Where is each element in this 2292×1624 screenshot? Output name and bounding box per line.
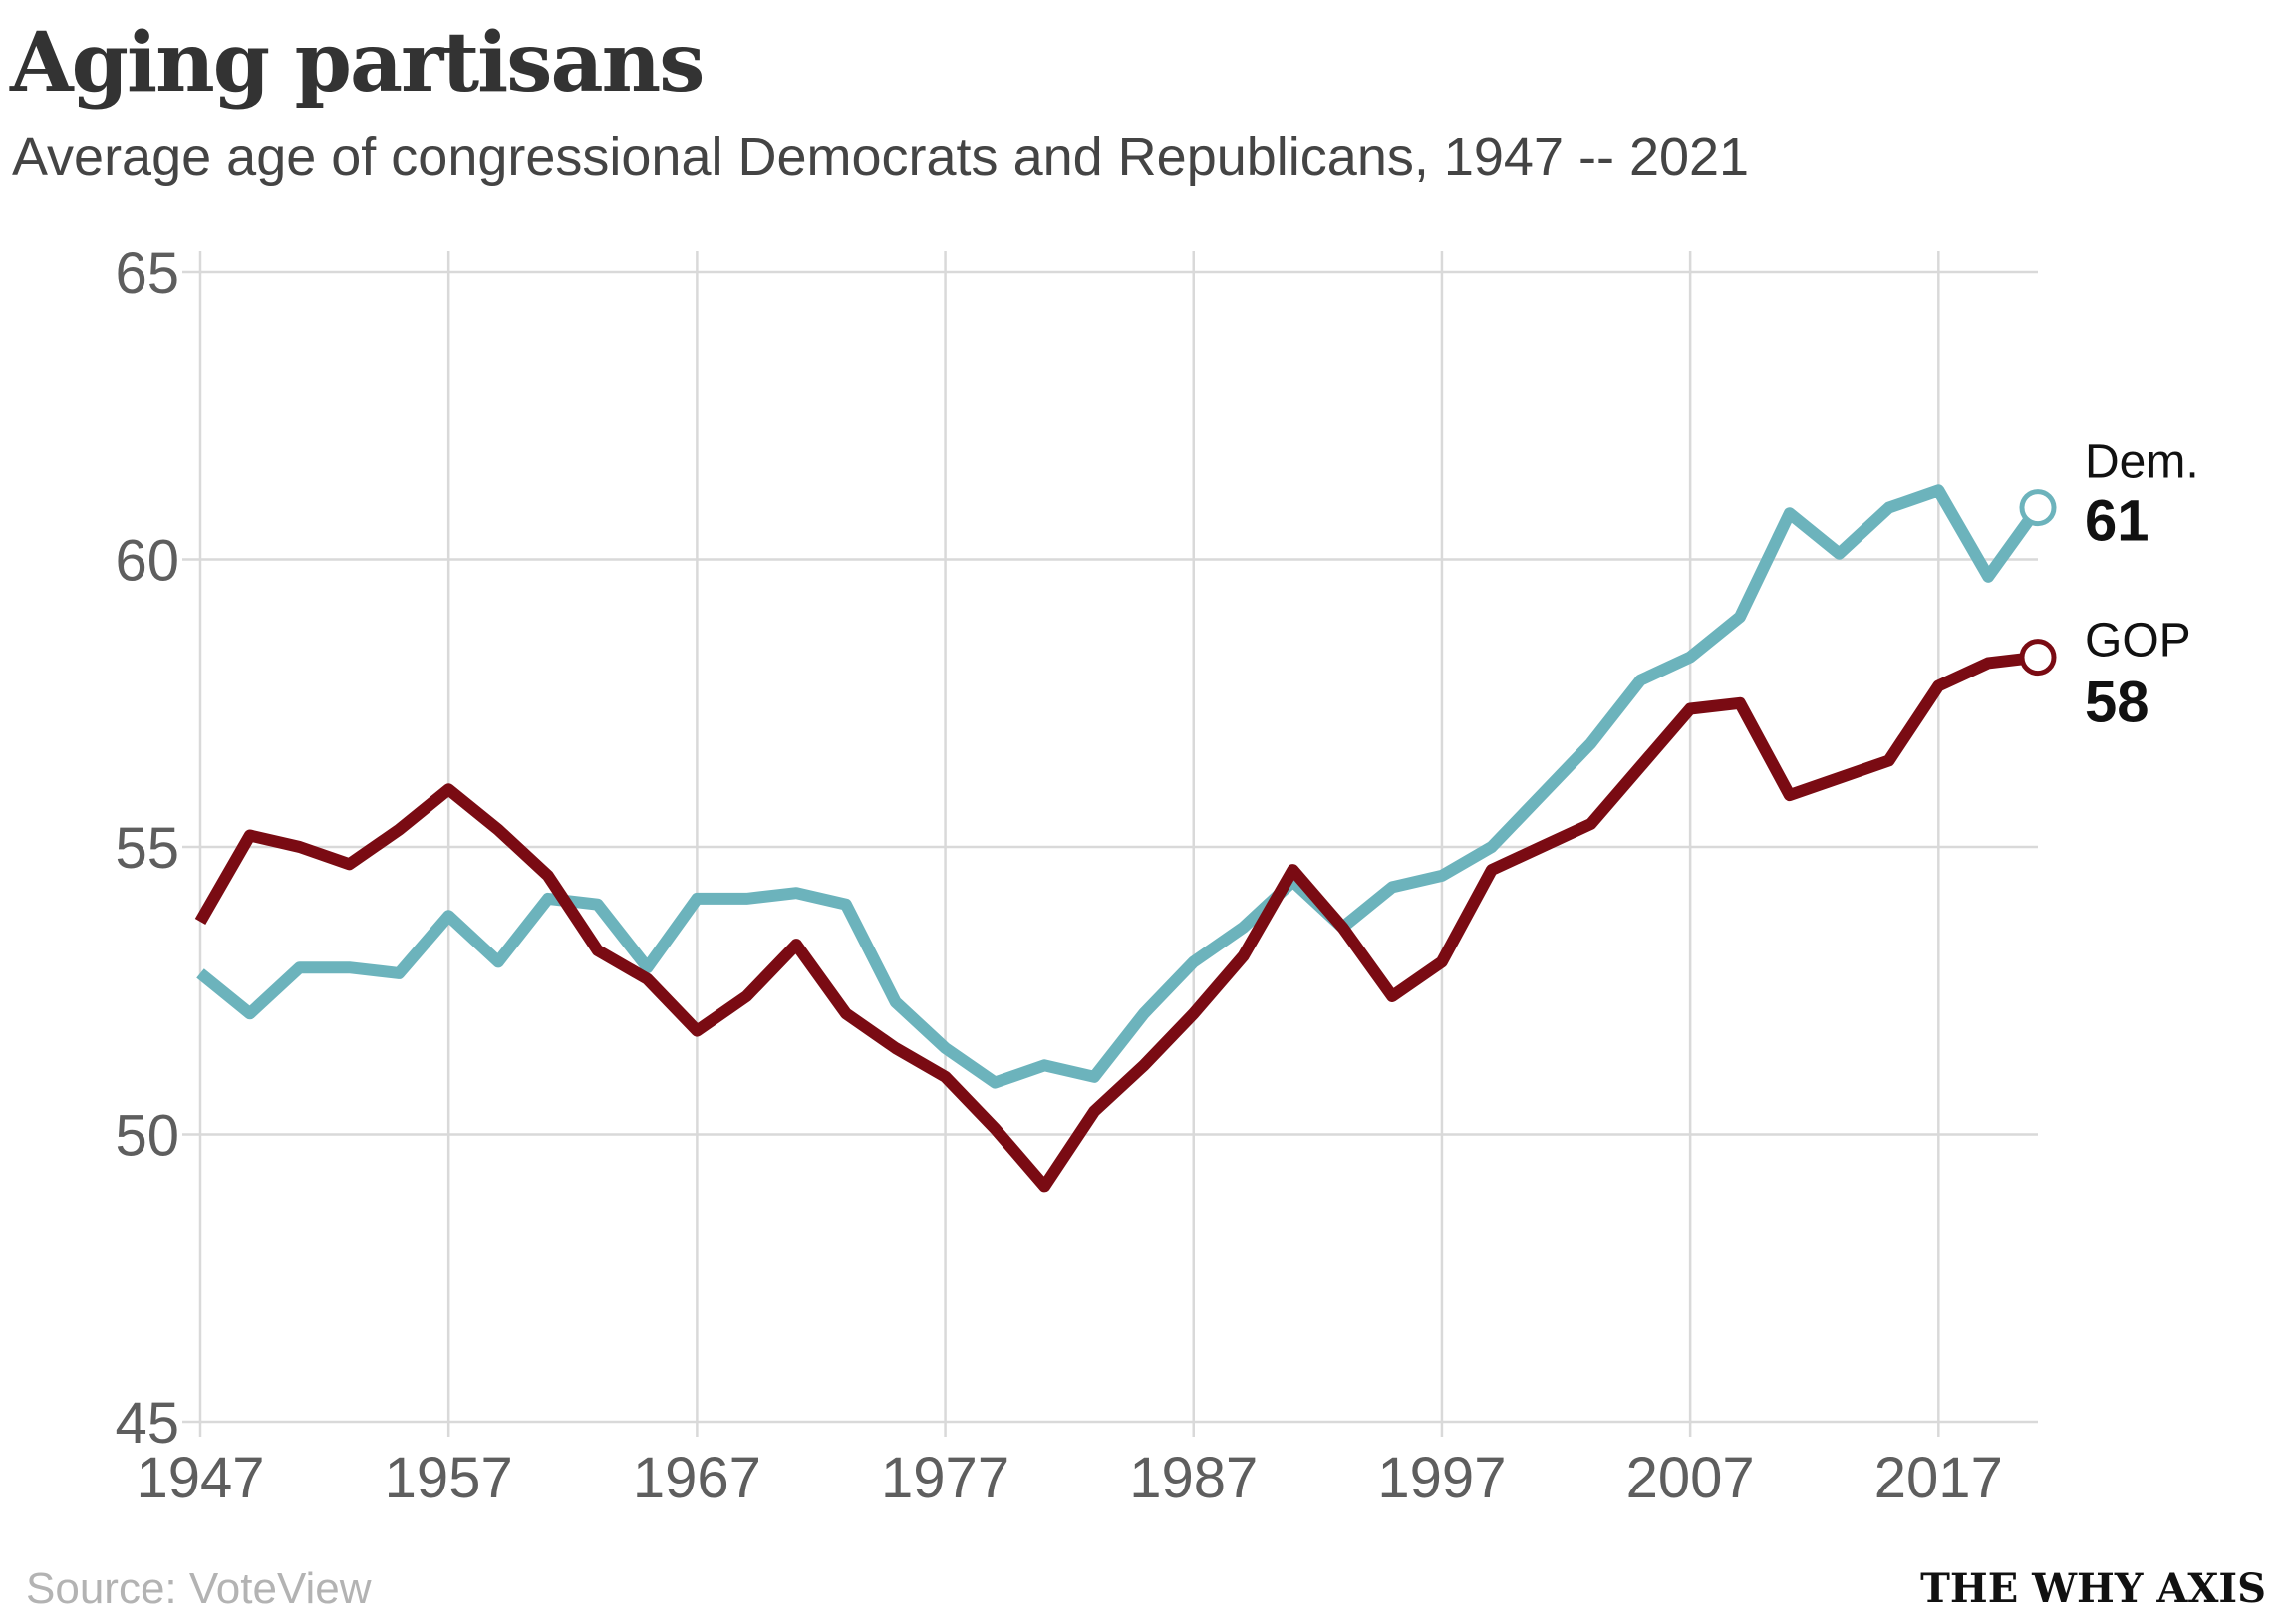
y-tick-label: 65 — [115, 241, 179, 306]
x-tick-label: 2017 — [1874, 1446, 2003, 1510]
chart-title: Aging partisans — [9, 15, 703, 111]
x-tick-label: 1997 — [1377, 1446, 1506, 1510]
x-tick-label: 1977 — [881, 1446, 1009, 1510]
series-label-dem: Dem. — [2085, 436, 2199, 489]
x-tick-label: 1947 — [136, 1446, 264, 1510]
brand-logo: THE WHY AXIS — [1920, 1565, 2266, 1612]
y-tick-label: 60 — [115, 529, 179, 594]
x-tick-label: 1957 — [385, 1446, 513, 1510]
y-tick-label: 50 — [115, 1104, 179, 1169]
x-tick-label: 1987 — [1129, 1446, 1258, 1510]
series-line-dem — [196, 484, 2043, 1089]
end-marker-dem — [2019, 489, 2057, 527]
end-markers — [2019, 489, 2057, 677]
gridlines — [182, 251, 2038, 1437]
y-tick-label: 45 — [115, 1391, 179, 1456]
end-value-gop: 58 — [2085, 671, 2149, 735]
y-axis: 65 60 55 50 45 — [115, 241, 179, 1456]
series-label-gop: GOP — [2085, 615, 2191, 668]
series-layer — [194, 484, 2043, 1193]
x-tick-label: 2007 — [1626, 1446, 1755, 1510]
source-note: Source: VoteView — [26, 1564, 372, 1613]
end-marker-gop — [2019, 639, 2057, 677]
series-line-gop — [194, 651, 2039, 1193]
chart-subtitle: Average age of congressional Democrats a… — [12, 128, 1749, 187]
y-tick-label: 55 — [115, 816, 179, 881]
x-axis: 1947 1957 1967 1977 1987 1997 2007 2017 — [136, 1446, 2002, 1510]
end-value-dem: 61 — [2085, 489, 2149, 554]
x-tick-label: 1967 — [633, 1446, 761, 1510]
